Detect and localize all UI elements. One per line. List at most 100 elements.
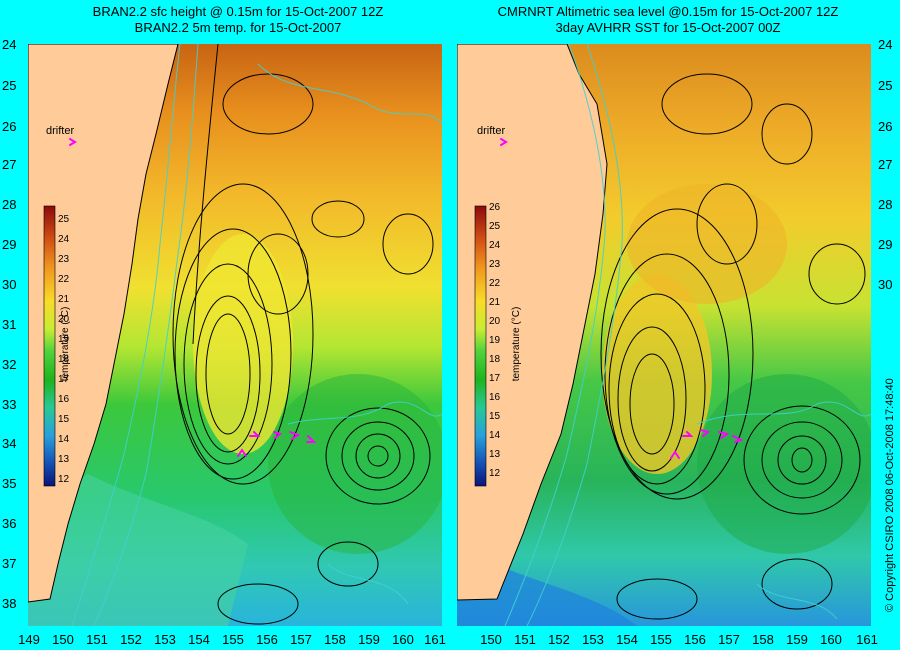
- colorbar-tick: 23: [58, 254, 70, 265]
- y-tick-label: 24: [878, 37, 893, 52]
- y-tick-label: 35: [2, 476, 17, 491]
- right-map: temperature (°C) 26 25 24 23 22 21 20 19…: [457, 44, 871, 626]
- y-tick-label: 25: [878, 78, 893, 93]
- x-tick-label: 158: [752, 632, 774, 647]
- colorbar-tick: 21: [58, 294, 70, 305]
- colorbar-tick: 14: [58, 434, 70, 445]
- colorbar-tick: 14: [489, 430, 501, 441]
- x-tick-label: 159: [358, 632, 380, 647]
- y-tick-label: 30: [878, 277, 893, 292]
- right-title-line2: 3day AVHRR SST for 15-Oct-2007 00Z: [555, 20, 781, 35]
- colorbar-tick: 24: [58, 234, 70, 245]
- x-tick-label: 150: [480, 632, 502, 647]
- y-tick-label: 25: [2, 78, 17, 93]
- y-tick-label: 29: [878, 237, 893, 252]
- colorbar-tick: 24: [489, 240, 501, 251]
- x-tick-label: 152: [548, 632, 570, 647]
- y-tick-label: 30: [2, 277, 17, 292]
- left-map: temperature (°C) 25 24 23 22 21 20 19 18…: [28, 44, 442, 626]
- sea-height-contours: [600, 73, 866, 620]
- left-panel-title: BRAN2.2 sfc height @ 0.15m for 15-Oct-20…: [28, 4, 448, 36]
- x-tick-label: 161: [424, 632, 446, 647]
- sea-height-contours: [172, 44, 434, 625]
- x-tick-label: 153: [154, 632, 176, 647]
- y-tick-label: 28: [2, 197, 17, 212]
- y-tick-label: 36: [2, 516, 17, 531]
- y-tick-label: 27: [878, 157, 893, 172]
- coastline-land: [457, 44, 608, 601]
- y-tick-label: 37: [2, 556, 17, 571]
- drifter-label: drifter: [46, 125, 74, 137]
- right-title-line1: CMRNRT Altimetric sea level @0.15m for 1…: [497, 4, 839, 19]
- x-tick-label: 156: [256, 632, 278, 647]
- y-tick-label: 26: [878, 119, 893, 134]
- colorbar-tick: 21: [489, 297, 501, 308]
- colorbar-label: temperature (°C): [60, 307, 71, 382]
- colorbar-label: temperature (°C): [511, 307, 522, 382]
- colorbar-tick: 17: [489, 373, 501, 384]
- y-tick-label: 27: [2, 157, 17, 172]
- y-tick-label: 32: [2, 357, 17, 372]
- colorbar-tick: 18: [489, 354, 501, 365]
- left-title-line1: BRAN2.2 sfc height @ 0.15m for 15-Oct-20…: [92, 4, 384, 19]
- right-panel-title: CMRNRT Altimetric sea level @0.15m for 1…: [458, 4, 878, 36]
- x-tick-label: 154: [616, 632, 638, 647]
- colorbar-tick: 25: [489, 221, 501, 232]
- x-tick-label: 154: [188, 632, 210, 647]
- drifter-markers: [69, 138, 317, 457]
- y-tick-label: 29: [2, 237, 17, 252]
- x-tick-label: 155: [222, 632, 244, 647]
- y-tick-label: 24: [2, 37, 17, 52]
- y-tick-label: 33: [2, 397, 17, 412]
- left-title-line2: BRAN2.2 5m temp. for 15-Oct-2007: [134, 20, 342, 35]
- colorbar-tick: 23: [489, 259, 501, 270]
- colorbar-tick: 13: [58, 454, 70, 465]
- colorbar-tick: 12: [489, 468, 501, 479]
- x-tick-label: 152: [120, 632, 142, 647]
- right-map-svg: temperature (°C) 26 25 24 23 22 21 20 19…: [457, 44, 871, 626]
- x-tick-label: 151: [86, 632, 108, 647]
- y-tick-label: 38: [2, 596, 17, 611]
- x-tick-label: 157: [718, 632, 740, 647]
- x-tick-label: 159: [786, 632, 808, 647]
- bathymetry-contours: [504, 44, 871, 626]
- x-tick-label: 149: [18, 632, 40, 647]
- colorbar-tick: 25: [58, 214, 70, 225]
- colorbar-tick: 22: [489, 278, 501, 289]
- x-tick-label: 160: [820, 632, 842, 647]
- y-tick-label: 34: [2, 436, 17, 451]
- colorbar-tick: 26: [489, 202, 501, 213]
- x-tick-label: 158: [324, 632, 346, 647]
- colorbar-tick: 12: [58, 474, 70, 485]
- right-colorbar: temperature (°C) 26 25 24 23 22 21 20 19…: [474, 202, 522, 487]
- colorbar-ticks: 25 24 23 22 21 20 19 18 17 16 15 14 13 1…: [58, 214, 70, 485]
- x-tick-label: 161: [856, 632, 878, 647]
- drifter-markers: [500, 138, 744, 459]
- drifter-label: drifter: [477, 125, 505, 137]
- x-tick-label: 160: [392, 632, 414, 647]
- x-tick-label: 150: [52, 632, 74, 647]
- x-tick-label: 153: [582, 632, 604, 647]
- x-tick-label: 155: [650, 632, 672, 647]
- colorbar-tick: 19: [489, 335, 501, 346]
- left-map-svg: temperature (°C) 25 24 23 22 21 20 19 18…: [28, 44, 442, 626]
- copyright-text: © Copyright CSIRO 2008 06-Oct-2008 17:48…: [884, 378, 896, 612]
- colorbar-tick: 15: [58, 414, 70, 425]
- colorbar-tick: 16: [58, 394, 70, 405]
- y-tick-label: 26: [2, 119, 17, 134]
- y-tick-label: 31: [2, 317, 17, 332]
- x-tick-label: 157: [290, 632, 312, 647]
- x-tick-label: 156: [684, 632, 706, 647]
- colorbar-ticks: 26 25 24 23 22 21 20 19 18 17 16 15 14 1…: [489, 202, 501, 479]
- coastline-land: [28, 44, 179, 603]
- colorbar-tick: 22: [58, 274, 70, 285]
- colorbar-tick: 15: [489, 411, 501, 422]
- left-colorbar: temperature (°C) 25 24 23 22 21 20 19 18…: [43, 205, 71, 487]
- colorbar-tick: 19: [58, 334, 70, 345]
- x-tick-label: 151: [514, 632, 536, 647]
- colorbar-tick: 20: [58, 314, 70, 325]
- colorbar-tick: 16: [489, 392, 501, 403]
- y-tick-label: 28: [878, 197, 893, 212]
- colorbar-tick: 18: [58, 354, 70, 365]
- bathymetry-contours: [71, 44, 442, 626]
